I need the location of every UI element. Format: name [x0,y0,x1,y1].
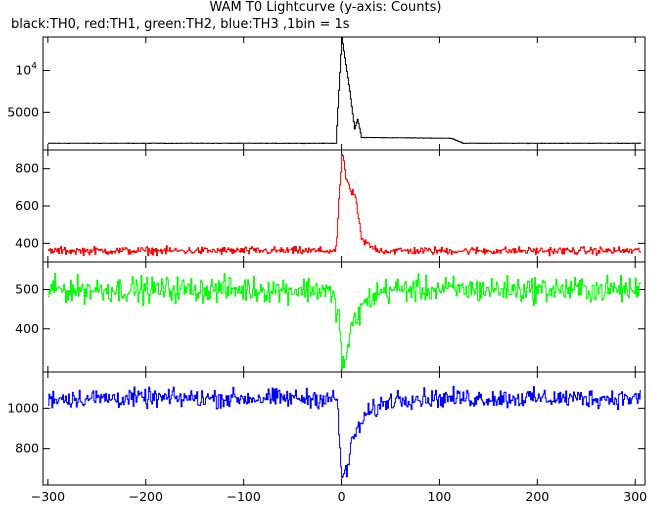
x-tick-label: 0 [338,489,346,504]
x-tick-label: 100 [428,489,452,504]
series-line-th0 [47,36,642,145]
x-tick-label: 200 [525,489,549,504]
y-tick-label: 1000 [7,400,39,415]
x-tick-label: 300 [623,489,647,504]
x-tick-label: −300 [31,489,65,504]
x-tick-label: −200 [129,489,163,504]
y-tick-label: 400 [15,235,39,250]
y-tick-label: 500 [15,282,39,297]
series-line-th2 [47,273,642,370]
chart-title: WAM T0 Lightcurve (y-axis: Counts) [209,0,442,15]
chart-subtitle: black:TH0, red:TH1, green:TH2, blue:TH3 … [11,17,350,32]
y-tick-label: 104 [15,61,37,77]
series-line-th1 [47,154,642,257]
x-tick-label: −100 [226,489,260,504]
panel-frame-th3 [42,371,646,486]
y-tick-label: 600 [15,198,39,213]
y-tick-label: 800 [15,161,39,176]
y-tick-label: 5000 [7,104,39,119]
y-tick-label: 400 [15,321,39,336]
y-tick-label: 800 [15,441,39,456]
series-line-th3 [47,385,642,479]
